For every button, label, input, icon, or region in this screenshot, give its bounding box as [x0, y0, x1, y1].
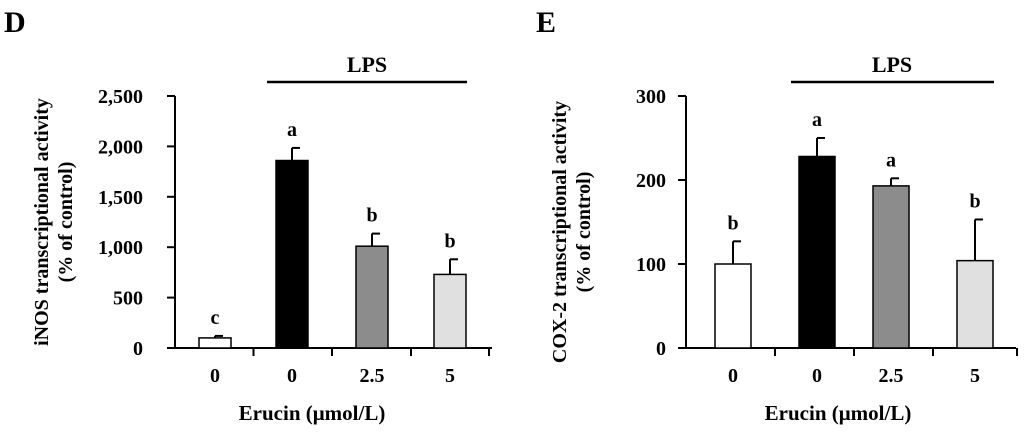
x-tick-label: 0 — [812, 365, 822, 387]
x-axis-label: Erucin (μmol/L) — [765, 401, 912, 425]
bar — [355, 245, 389, 349]
x-tick-label: 5 — [970, 365, 980, 387]
y-axis-label-line-1: iNOS transcriptional activity — [31, 98, 53, 346]
y-tick-label: 1,500 — [98, 187, 143, 209]
x-tick-label: 2.5 — [360, 365, 385, 387]
y-axis-title: COX-2 transcriptional activity (% of con… — [549, 101, 595, 363]
y-tick-label: 0 — [656, 338, 666, 360]
y-tick-label: 1,000 — [98, 237, 143, 259]
y-tick-label: 0 — [133, 338, 143, 360]
significance-label: b — [366, 205, 377, 227]
y-tick-label: 2,000 — [98, 136, 143, 158]
y-axis-label-line-2: (% of control) — [573, 172, 595, 293]
chart-marks: 0 500 1,000 1,500 2,000 2,500 c 0 a 0 b 2.5 b 5 — [98, 86, 490, 387]
significance-label: b — [444, 230, 455, 252]
y-tick-label: 300 — [636, 86, 666, 108]
x-tick-label: 2.5 — [879, 365, 904, 387]
x-tick-label: 0 — [287, 365, 297, 387]
panel-e-chart: E LPS COX-2 transcriptional activity (% … — [536, 6, 1018, 425]
bar — [798, 155, 836, 349]
lps-label: LPS — [347, 52, 387, 77]
bar — [956, 259, 994, 349]
bar — [198, 337, 232, 349]
significance-label: b — [969, 190, 980, 212]
bar — [275, 159, 309, 349]
significance-label: c — [211, 307, 220, 329]
y-tick-label: 2,500 — [98, 86, 143, 108]
y-axis-label-line-2: (% of control) — [55, 162, 77, 283]
bar — [872, 185, 910, 349]
y-axis-title: iNOS transcriptional activity (% of cont… — [31, 98, 77, 346]
panel-letter-e: E — [536, 6, 556, 39]
chart-marks: 0 100 200 300 b 0 a 0 a 2.5 b 5 — [636, 86, 1018, 387]
bar — [714, 263, 752, 349]
y-axis-label-line-1: COX-2 transcriptional activity — [549, 101, 571, 363]
panel-letter-d: D — [4, 6, 26, 39]
x-tick-label: 0 — [728, 365, 738, 387]
x-tick-label: 0 — [210, 365, 220, 387]
x-tick-label: 5 — [445, 365, 455, 387]
y-tick-label: 500 — [113, 288, 143, 310]
bar — [433, 273, 467, 349]
significance-label: a — [812, 109, 822, 131]
lps-label: LPS — [872, 52, 912, 77]
significance-label: a — [886, 149, 896, 171]
significance-label: a — [287, 119, 297, 141]
x-axis-label: Erucin (μmol/L) — [239, 401, 386, 425]
significance-label: b — [727, 212, 738, 234]
y-tick-label: 200 — [636, 170, 666, 192]
panel-d-chart: D LPS iNOS transcriptional activity (% o… — [4, 6, 492, 425]
y-tick-label: 100 — [636, 254, 666, 276]
